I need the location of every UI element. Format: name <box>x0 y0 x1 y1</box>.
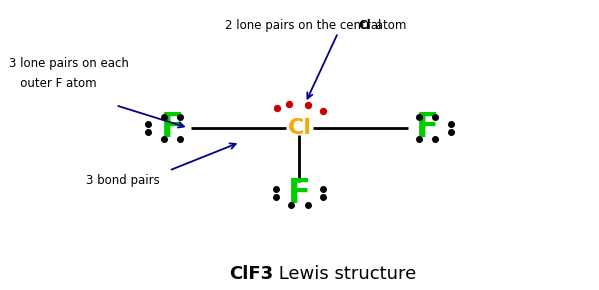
Text: F: F <box>288 177 311 210</box>
Text: outer F atom: outer F atom <box>9 77 96 90</box>
Text: 2 lone pairs on the central: 2 lone pairs on the central <box>225 19 385 32</box>
Text: 3 lone pairs on each: 3 lone pairs on each <box>9 57 129 70</box>
Text: Cl: Cl <box>359 19 371 32</box>
Text: F: F <box>161 111 183 144</box>
Text: F: F <box>416 111 438 144</box>
Text: 3 bond pairs: 3 bond pairs <box>86 174 159 187</box>
Text: atom: atom <box>372 19 406 32</box>
Text: ClF3: ClF3 <box>229 264 273 282</box>
Text: Cl: Cl <box>288 118 311 138</box>
Text: Lewis structure: Lewis structure <box>273 264 416 282</box>
